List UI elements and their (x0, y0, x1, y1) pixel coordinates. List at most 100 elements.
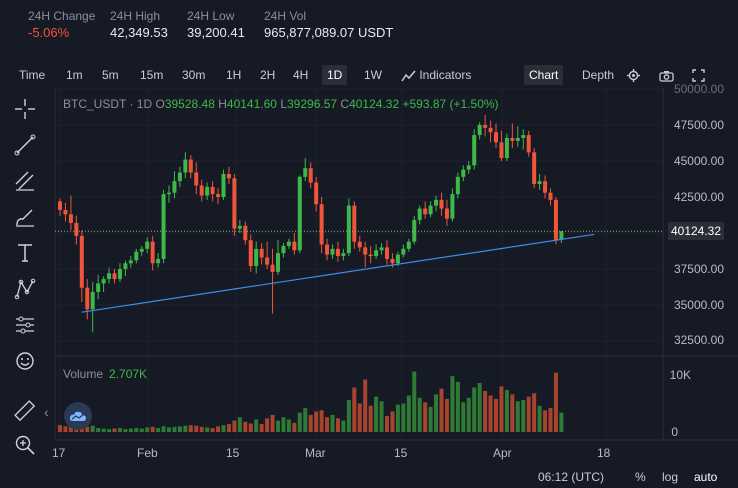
auto-toggle[interactable]: auto (694, 470, 718, 484)
trend-line-tool[interactable] (10, 132, 40, 158)
candle-body (177, 172, 182, 182)
collapse-arrow-icon[interactable]: ‹ (44, 404, 49, 420)
close-value: 40124.32 (349, 97, 400, 111)
percent-toggle[interactable]: % (635, 470, 646, 484)
volume-bar (395, 404, 400, 432)
log-toggle[interactable]: log (662, 470, 679, 484)
emoji-tool[interactable] (10, 348, 40, 374)
price-tick: 45000.00 (673, 154, 724, 168)
interval-2h[interactable]: 2H (260, 68, 276, 82)
utc-clock: 06:12 (UTC) (538, 470, 605, 484)
camera-icon (659, 70, 674, 82)
candle-body (205, 186, 210, 196)
pattern-tool[interactable] (10, 276, 40, 302)
interval-30m[interactable]: 30m (182, 68, 206, 82)
volume-bar (466, 397, 471, 432)
drawing-toolbar (0, 92, 50, 462)
volume-bar (330, 414, 335, 432)
volume-bar (532, 393, 537, 432)
candle-body (559, 231, 564, 240)
time-button[interactable]: Time (19, 68, 46, 82)
volume-bar (363, 379, 368, 432)
interval-1w[interactable]: 1W (364, 68, 382, 82)
volume-bar (494, 398, 498, 432)
volume-bar (401, 403, 406, 432)
candle-body (335, 248, 340, 257)
zoom-tool[interactable] (10, 432, 40, 458)
interval-4h[interactable]: 4H (293, 68, 309, 82)
candle-body (385, 247, 389, 259)
depth-tab[interactable]: Depth (582, 68, 615, 82)
candle-body (134, 251, 139, 261)
volume-bar (314, 411, 319, 432)
volume-bar (107, 429, 112, 432)
interval-15m[interactable]: 15m (140, 68, 164, 82)
screenshot-button[interactable] (659, 65, 674, 85)
volume-bar (461, 402, 466, 432)
candle-body (488, 127, 493, 133)
fullscreen-button[interactable] (692, 65, 705, 85)
interval-1m[interactable]: 1m (66, 68, 83, 82)
trend-line-icon (14, 134, 36, 156)
crosshair-tool[interactable] (10, 96, 40, 122)
candle-body (352, 205, 357, 242)
time-tick: 15 (226, 446, 240, 460)
measure-tool[interactable] (10, 312, 40, 338)
fib-tool[interactable] (10, 168, 40, 194)
interval-5m[interactable]: 5m (102, 68, 119, 82)
time-tick: Mar (305, 446, 326, 460)
stat-label: 24H High (110, 9, 161, 23)
candle-body (434, 199, 439, 206)
volume-bar (161, 426, 166, 432)
volume-bar (303, 408, 308, 432)
volume-bar (308, 414, 313, 432)
candle-body (417, 208, 422, 221)
zoom-icon (15, 435, 35, 455)
cloud-logo-button[interactable] (64, 402, 92, 430)
low-value: 39296.57 (287, 97, 338, 111)
candle-body (499, 142, 504, 159)
candle-body (553, 199, 558, 241)
brush-tool[interactable] (10, 204, 40, 230)
volume-bar (483, 390, 488, 432)
stat-value: 965,877,089.07 USDT (264, 25, 394, 40)
last-price-tag: 40124.32 (668, 222, 724, 240)
candle-body (167, 192, 171, 195)
candle-body (450, 194, 455, 219)
candle-body (543, 181, 548, 193)
chart-tab[interactable]: Chart (524, 65, 564, 85)
volume-bar (499, 386, 504, 432)
volume-bar (477, 382, 482, 432)
candle-body (395, 254, 400, 264)
indicators-button[interactable]: Indicators (401, 65, 471, 85)
volume-bar (406, 395, 411, 432)
ruler-tool[interactable] (10, 398, 40, 424)
volume-bar (510, 394, 515, 432)
candle-body (259, 248, 264, 258)
candle-body (357, 241, 362, 248)
measure-icon (16, 316, 34, 334)
volume-bar (444, 398, 449, 432)
volume-tick: 0 (671, 425, 678, 439)
trend-line[interactable] (81, 233, 595, 313)
interval-1d[interactable]: 1D (322, 65, 348, 85)
candle-body (325, 244, 330, 255)
volume-bar (134, 428, 139, 432)
volume-bar (265, 418, 270, 432)
candle-body (248, 240, 253, 267)
volume-bar (559, 412, 564, 432)
candle-body (96, 283, 101, 293)
price-tick: 32500.00 (673, 333, 724, 347)
interval-1h[interactable]: 1H (226, 68, 242, 82)
text-tool[interactable] (10, 240, 40, 266)
volume-bar (150, 426, 155, 432)
volume-bar (243, 421, 248, 432)
volume-bar (177, 426, 182, 432)
settings-button[interactable] (627, 65, 640, 85)
volume-bar (325, 417, 330, 432)
candle-body (150, 241, 155, 264)
volume-label: Volume (63, 367, 104, 381)
time-tick: Feb (137, 446, 158, 460)
volume-bar (156, 428, 161, 432)
chart-toolbar: Time 1m 5m 15m 30m 1H 2H 4H 1D 1W Indica… (0, 60, 738, 88)
